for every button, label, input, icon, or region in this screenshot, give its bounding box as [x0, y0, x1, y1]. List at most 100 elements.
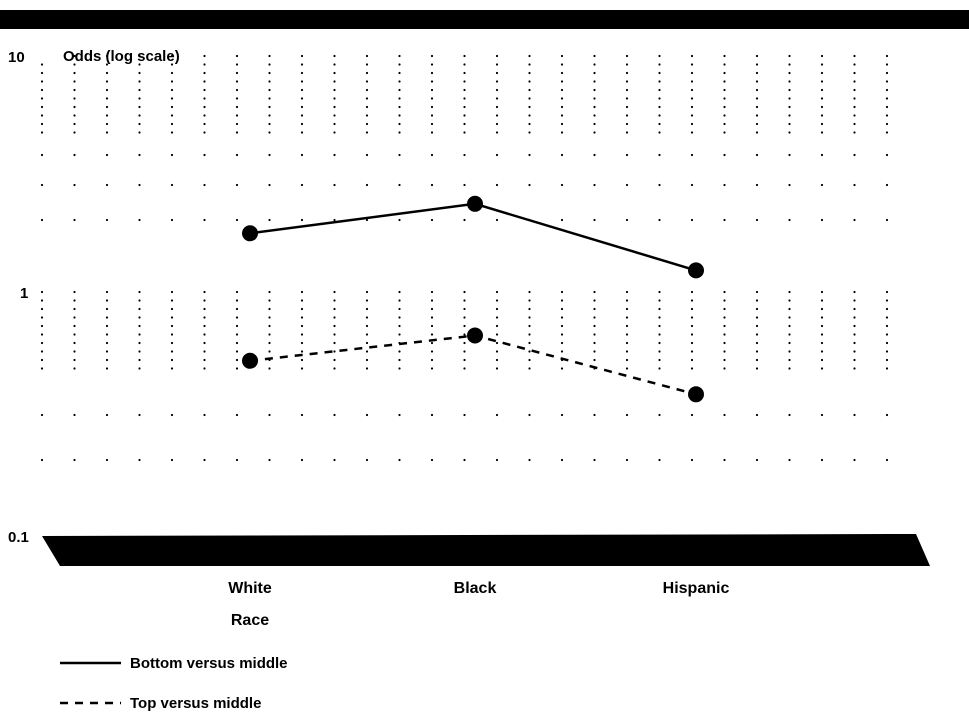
- grid-dot: [170, 153, 174, 157]
- grid-dot: [138, 63, 141, 66]
- grid-dot: [365, 316, 369, 319]
- grid-dot: [755, 218, 759, 222]
- grid-dot: [495, 71, 499, 75]
- grid-dot: [73, 307, 76, 311]
- grid-dot: [658, 341, 661, 345]
- grid-dot: [40, 350, 44, 353]
- grid-dot: [690, 183, 694, 187]
- grid-dot: [658, 97, 661, 100]
- grid-dot: [755, 307, 759, 311]
- grid-dot: [268, 316, 271, 319]
- grid-dot: [723, 324, 726, 328]
- grid-dot: [755, 299, 759, 302]
- grid-dot: [203, 88, 206, 92]
- grid-dot: [365, 114, 369, 117]
- grid-dot: [658, 290, 661, 294]
- grid-dot: [463, 97, 466, 100]
- grid-dot: [820, 367, 824, 370]
- grid-dot: [593, 307, 596, 311]
- grid-dot: [138, 350, 141, 353]
- grid-dot: [593, 358, 596, 362]
- grid-dot: [723, 307, 726, 311]
- grid-dot: [398, 324, 401, 328]
- grid-dot: [398, 458, 401, 462]
- grid-dot: [658, 324, 661, 328]
- grid-dot: [690, 131, 694, 134]
- grid-dot: [300, 324, 304, 328]
- grid-dot: [788, 307, 791, 311]
- grid-dot: [73, 183, 76, 187]
- grid-dot: [333, 183, 336, 187]
- grid-dot: [268, 131, 271, 134]
- grid-dot: [593, 290, 596, 294]
- grid-dot: [170, 333, 174, 336]
- grid-dot: [105, 97, 109, 100]
- grid-dot: [138, 88, 141, 92]
- grid-dot: [268, 333, 271, 336]
- data-point-top-black: [467, 327, 483, 344]
- grid-dot: [788, 367, 791, 370]
- grid-dot: [430, 290, 434, 294]
- grid-dot: [40, 71, 44, 75]
- grid-dot: [788, 131, 791, 134]
- grid-dot: [138, 54, 141, 58]
- grid-dot: [495, 183, 499, 187]
- grid-dot: [40, 341, 44, 345]
- grid-dot: [463, 131, 466, 134]
- grid-dot: [690, 290, 694, 294]
- grid-dot: [788, 71, 791, 75]
- grid-dot: [788, 316, 791, 319]
- grid-dot: [73, 333, 76, 336]
- grid-dot: [788, 341, 791, 345]
- grid-dot: [398, 218, 401, 222]
- grid-dot: [885, 358, 889, 362]
- grid-dot: [625, 307, 629, 311]
- grid-dot: [853, 290, 856, 294]
- grid-dot: [398, 307, 401, 311]
- grid-dot: [625, 80, 629, 83]
- grid-dot: [658, 80, 661, 83]
- grid-dot: [40, 290, 44, 294]
- grid-dot: [723, 358, 726, 362]
- grid-dot: [658, 358, 661, 362]
- grid-dot: [820, 413, 824, 417]
- grid-dot: [430, 333, 434, 336]
- grid-dot: [40, 324, 44, 328]
- grid-dot: [203, 97, 206, 100]
- grid-dot: [625, 458, 629, 462]
- grid-dot: [820, 307, 824, 311]
- legend-label-top-versus-middle: Top versus middle: [130, 695, 261, 712]
- grid-dot: [333, 413, 336, 417]
- grid-dot: [170, 88, 174, 92]
- grid-dot: [560, 88, 564, 92]
- grid-dot: [788, 54, 791, 58]
- grid-dot: [398, 131, 401, 134]
- grid-dot: [723, 63, 726, 66]
- grid-dot: [365, 54, 369, 58]
- grid-dot: [333, 458, 336, 462]
- grid-dot: [398, 71, 401, 75]
- grid-dot: [300, 333, 304, 336]
- grid-dot: [853, 458, 856, 462]
- grid-dot: [268, 183, 271, 187]
- grid-dot: [235, 458, 239, 462]
- grid-dot: [105, 290, 109, 294]
- grid-dot: [690, 153, 694, 157]
- grid-dot: [333, 350, 336, 353]
- grid-dot: [170, 218, 174, 222]
- grid-dot: [593, 88, 596, 92]
- grid-dot: [333, 131, 336, 134]
- grid-dot: [105, 350, 109, 353]
- grid-dot: [820, 153, 824, 157]
- grid-dot: [625, 341, 629, 345]
- grid-dot: [528, 307, 531, 311]
- grid-dot: [300, 105, 304, 109]
- bottom-axis-band: [42, 534, 930, 566]
- grid-dot: [203, 80, 206, 83]
- grid-dot: [820, 324, 824, 328]
- grid-dot: [853, 307, 856, 311]
- grid-dot: [430, 71, 434, 75]
- grid-dot: [723, 413, 726, 417]
- grid-dot: [40, 183, 44, 187]
- grid-dot: [885, 458, 889, 462]
